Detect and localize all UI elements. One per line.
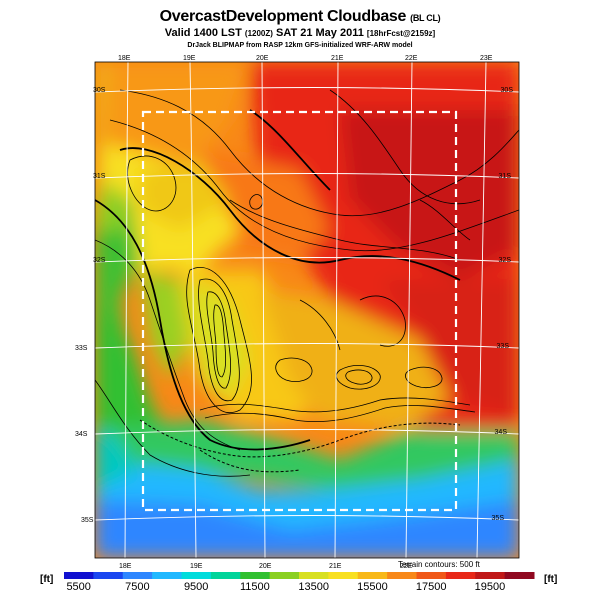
legend-swatch [387, 572, 418, 579]
legend-label: 19500 [474, 581, 506, 593]
province-border [139, 419, 461, 473]
lon-labels-top: 18E 19E 20E 21E 22E 23E [118, 55, 493, 62]
map-frame [94, 61, 520, 559]
lat-tick-right: 31S [499, 173, 512, 180]
legend-swatch [357, 572, 388, 579]
legend-swatch [299, 572, 329, 579]
lat-tick-right: 32S [499, 257, 512, 264]
legend-unit-left: [ft] [40, 574, 54, 585]
color-legend [64, 572, 535, 579]
lon-tick-bottom: 20E [259, 563, 272, 570]
legend-swatch [269, 572, 300, 579]
legend-swatch [445, 572, 476, 579]
lon-tick-bottom: 21E [329, 563, 342, 570]
lat-tick-left: 30S [93, 87, 106, 94]
lon-tick-top: 21E [331, 55, 344, 62]
legend-swatch [64, 572, 94, 579]
valid-time: Valid 1400 LST (1200Z) SAT 21 May 2011 [… [164, 27, 436, 39]
legend-label: 17500 [415, 581, 447, 593]
lon-tick-top: 22E [405, 55, 418, 62]
legend-label: 5500 [66, 581, 91, 593]
lat-tick-right: 35S [492, 515, 505, 522]
inner-domain-box [141, 110, 458, 512]
legend-label: 15500 [357, 581, 388, 593]
legend-swatch [152, 572, 183, 579]
lat-tick-left: 34S [75, 431, 88, 438]
lat-tick-right: 34S [495, 429, 508, 436]
terrain-contour-note: Terrain contours: 500 ft [398, 560, 480, 569]
legend-swatch [504, 572, 535, 579]
legend-swatch [210, 572, 241, 579]
lon-tick-bottom: 19E [190, 563, 203, 570]
lon-labels-bottom: 18E 19E 20E 21E 22E [119, 563, 413, 570]
legend-swatch [240, 572, 271, 579]
legend-label: 9500 [183, 581, 209, 593]
legend-label: 7500 [125, 581, 150, 593]
legend-unit-right: [ft] [544, 574, 558, 585]
lat-labels-right: 30S 31S 32S 33S 34S 35S [492, 87, 514, 522]
lon-tick-top: 20E [256, 55, 269, 62]
lat-tick-left: 31S [93, 173, 106, 180]
legend-swatch [475, 572, 506, 579]
legend-swatch [328, 572, 359, 579]
lon-tick-top: 19E [183, 55, 196, 62]
lat-tick-left: 32S [93, 257, 106, 264]
cloudbase-field [95, 62, 519, 558]
lon-tick-bottom: 22E [400, 563, 413, 570]
lon-tick-bottom: 18E [119, 563, 132, 570]
lon-tick-top: 18E [118, 55, 131, 62]
legend-label: 13500 [298, 581, 329, 593]
legend-swatch [416, 572, 447, 579]
map-title: OvercastDevelopment Cloudbase (BL CL) [159, 8, 441, 25]
lon-tick-top: 23E [480, 55, 493, 62]
model-info: DrJack BLIPMAP from RASP 12km GFS-initia… [187, 42, 413, 49]
legend-swatch [122, 572, 153, 579]
legend-label: 11500 [240, 581, 270, 593]
legend-swatch [181, 572, 212, 579]
lat-tick-left: 33S [75, 345, 88, 352]
lat-tick-right: 33S [497, 343, 510, 350]
legend-swatch [93, 572, 124, 579]
lat-tick-right: 30S [501, 87, 514, 94]
lat-labels-left: 30S 31S 32S 33S 34S 35S [75, 87, 106, 524]
terrain-contours [95, 89, 519, 477]
lat-tick-left: 35S [81, 517, 94, 524]
